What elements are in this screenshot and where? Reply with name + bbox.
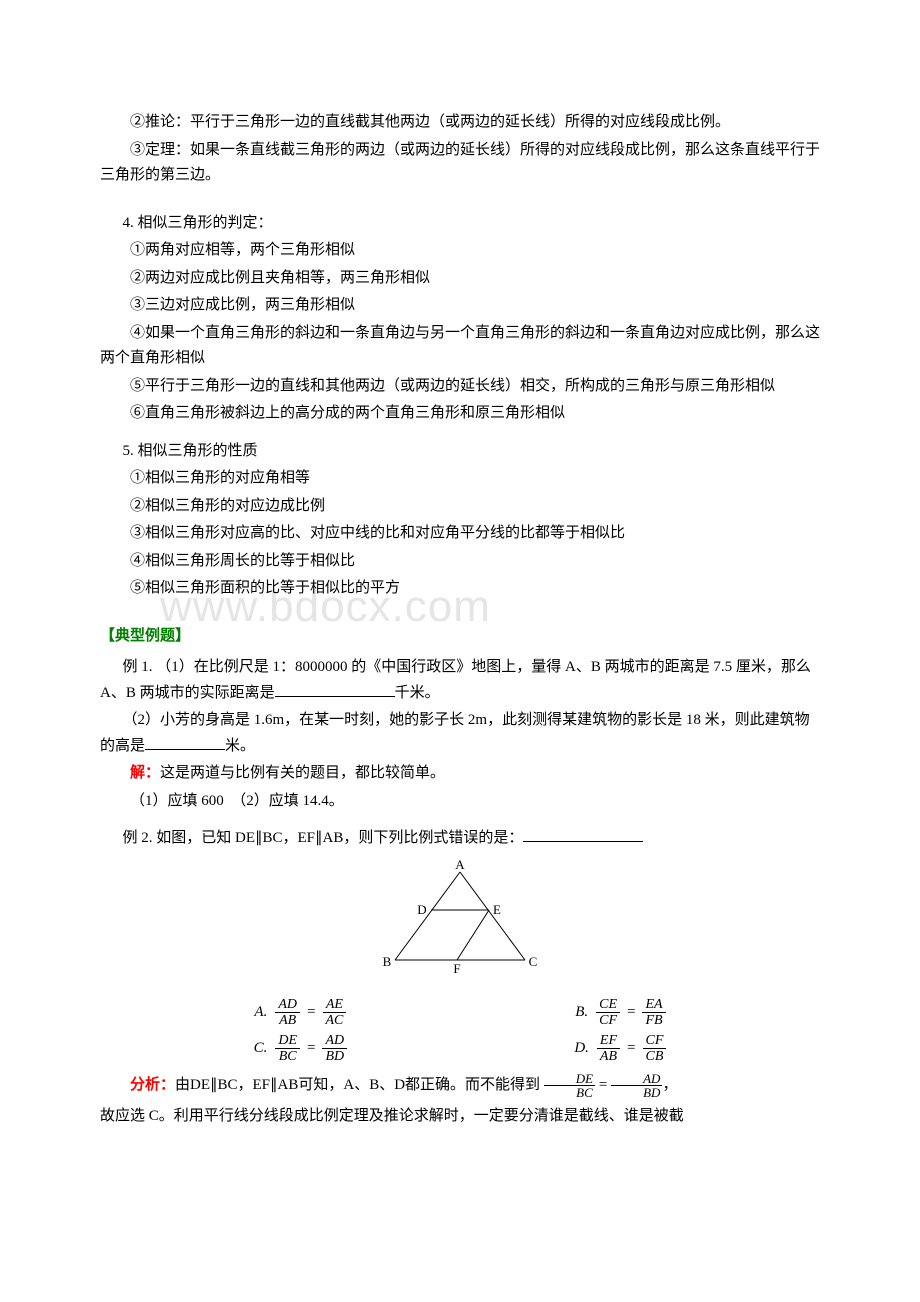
formula-c-d1: BC [276, 1049, 300, 1064]
formula-d-d1: AB [597, 1049, 620, 1064]
formula-b: B. CECF = EAFB [575, 997, 665, 1029]
inline-frac2-d: BD [611, 1086, 662, 1099]
ex2-blank [523, 827, 643, 842]
triangle-label-b: B [383, 954, 392, 969]
ex2-analysis-text1: 由DE∥BC，EF∥AB可知，A、B、D都正确。而不能得到 [175, 1077, 540, 1093]
triangle-label-f: F [453, 961, 460, 976]
formula-b-d1: CF [596, 1013, 620, 1028]
section5-item-2: ②相似三角形的对应边成比例 [100, 494, 820, 520]
inline-frac1-n: DE [544, 1072, 595, 1086]
ex2-analysis-line1: 分析：由DE∥BC，EF∥AB可知，A、B、D都正确。而不能得到 DEBC = … [100, 1069, 820, 1102]
section5-item-4: ④相似三角形周长的比等于相似比 [100, 549, 820, 575]
ex1-blank-2 [145, 735, 225, 750]
ex2-p1: 例 2. 如图，已知 DE∥BC，EF∥AB，则下列比例式错误的是： [100, 826, 820, 852]
section4-item-6: ⑥直角三角形被斜边上的高分成的两个直角三角形和原三角形相似 [100, 401, 820, 427]
formula-d-d2: CB [643, 1049, 667, 1064]
formula-a-n1: AD [275, 997, 300, 1013]
triangle-svg: A B C D E F [375, 860, 545, 980]
formula-d-n2: CF [643, 1033, 667, 1049]
ex2-analysis-text2: ， [662, 1077, 677, 1093]
triangle-label-e: E [493, 902, 501, 917]
ex1-blank-1 [275, 682, 395, 697]
section5-title: 5. 相似三角形的性质 [100, 439, 820, 465]
formula-b-n1: CE [596, 997, 620, 1013]
section4-item-5: ⑤平行于三角形一边的直线和其他两边（或两边的延长线）相交，所构成的三角形与原三角… [100, 374, 820, 400]
formula-a-n2: AE [323, 997, 346, 1013]
section4-item-1: ①两角对应相等，两个三角形相似 [100, 238, 820, 264]
inline-eq: = [599, 1077, 607, 1093]
formula-a-d1: AB [276, 1013, 299, 1028]
document-content: ②推论：平行于三角形一边的直线截其他两边（或两边的延长线）所得的对应线段成比例。… [100, 110, 820, 1129]
formula-b-n2: EA [642, 997, 665, 1013]
section4-item-3: ③三边对应成比例，两三角形相似 [100, 293, 820, 319]
examples-heading: 【典型例题】 [100, 624, 820, 650]
formula-a-d2: AC [322, 1013, 346, 1028]
formula-d: D. EFAB = CFCB [574, 1033, 666, 1065]
ex1-answer: （1）应填 600 （2）应填 14.4。 [100, 789, 820, 815]
section5-item-3: ③相似三角形对应高的比、对应中线的比和对应角平分线的比都等于相似比 [100, 521, 820, 547]
formula-c-d2: BD [322, 1049, 347, 1064]
formula-row-2: C. DEBC = ADBD D. EFAB = CFCB [140, 1033, 780, 1065]
inline-frac2-n: AD [611, 1072, 662, 1086]
ex2-analysis-label: 分析： [130, 1077, 175, 1093]
ex1-p2-text-after: 米。 [225, 738, 255, 754]
formula-b-label: B. [575, 1000, 588, 1026]
ex2-p1-text: 例 2. 如图，已知 DE∥BC，EF∥AB，则下列比例式错误的是： [123, 830, 524, 846]
triangle-label-c: C [529, 954, 538, 969]
formula-c-label: C. [254, 1036, 268, 1062]
formula-c-n1: DE [275, 1033, 300, 1049]
formula-c: C. DEBC = ADBD [254, 1033, 348, 1065]
triangle-figure: A B C D E F [100, 860, 820, 990]
section5-item-5: ⑤相似三角形面积的比等于相似比的平方 [100, 576, 820, 602]
formula-a-label: A. [254, 1000, 267, 1026]
ex1-solution: 解：这是两道与比例有关的题目，都比较简单。 [100, 761, 820, 787]
formula-c-n2: AD [322, 1033, 347, 1049]
ex1-p1-text-before: 例 1. （1）在比例尺是 1：8000000 的《中国行政区》地图上，量得 A… [100, 659, 811, 701]
ex1-p1-text-after: 千米。 [395, 685, 440, 701]
section4-title: 4. 相似三角形的判定： [100, 211, 820, 237]
formula-a: A. ADAB = AEAC [254, 997, 346, 1029]
intro-p1: ②推论：平行于三角形一边的直线截其他两边（或两边的延长线）所得的对应线段成比例。 [100, 110, 820, 136]
inline-frac1-d: BC [544, 1086, 595, 1099]
ex1-p1: 例 1. （1）在比例尺是 1：8000000 的《中国行政区》地图上，量得 A… [100, 655, 820, 706]
formula-row-1: A. ADAB = AEAC B. CECF = EAFB [140, 997, 780, 1029]
ex1-sol-text: 这是两道与比例有关的题目，都比较简单。 [160, 765, 445, 781]
formula-d-label: D. [574, 1036, 589, 1062]
ex1-p2: （2）小芳的身高是 1.6m，在某一时刻，她的影子长 2m，此刻测得某建筑物的影… [100, 708, 820, 759]
section4-item-4: ④如果一个直角三角形的斜边和一条直角边与另一个直角三角形的斜边和一条直角边对应成… [100, 321, 820, 372]
triangle-label-d: D [417, 902, 426, 917]
ex2-analysis-line2: 故应选 C。利用平行线分线段成比例定理及推论求解时，一定要分清谁是截线、谁是被截 [100, 1104, 820, 1130]
ex1-sol-label: 解： [130, 765, 160, 781]
formula-d-n1: EF [597, 1033, 620, 1049]
section5-item-1: ①相似三角形的对应角相等 [100, 466, 820, 492]
formula-b-d2: FB [642, 1013, 665, 1028]
triangle-label-a: A [455, 860, 465, 872]
intro-p2: ③定理：如果一条直线截三角形的两边（或两边的延长线）所得的对应线段成比例，那么这… [100, 138, 820, 189]
section4-item-2: ②两边对应成比例且夹角相等，两三角形相似 [100, 266, 820, 292]
